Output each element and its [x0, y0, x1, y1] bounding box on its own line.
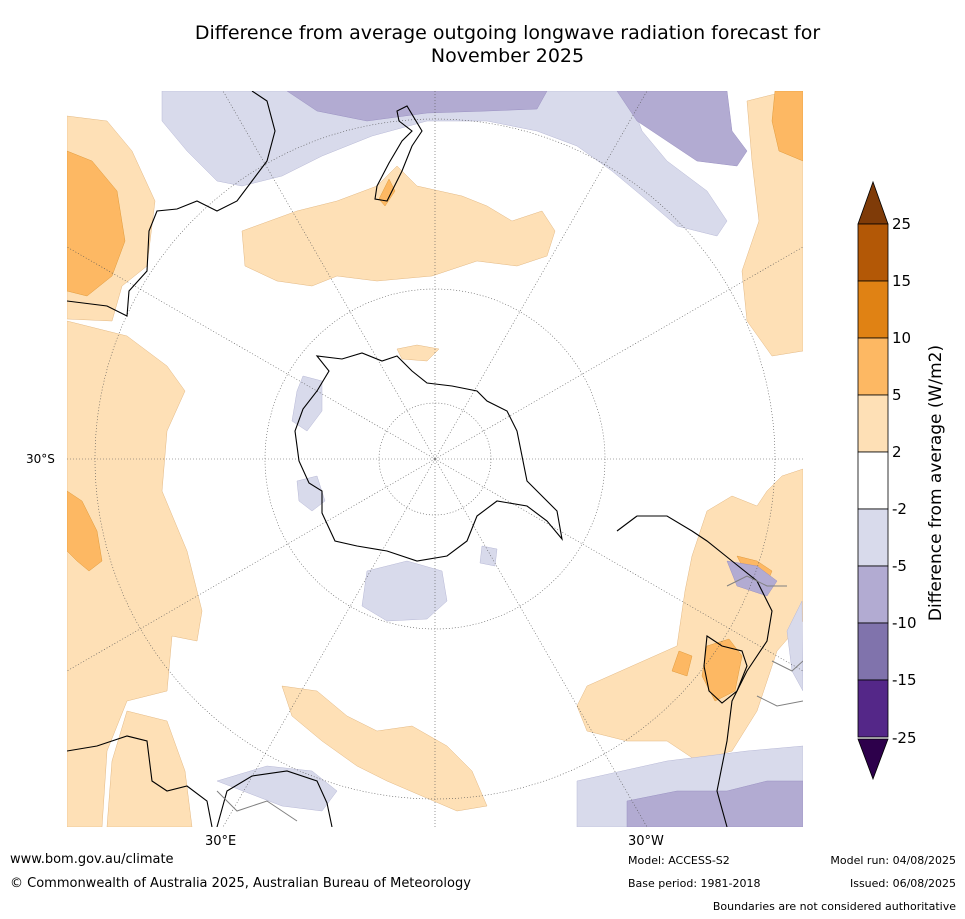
colorbar-band-m25-m15 — [857, 679, 889, 738]
colorbar-band-m10-m5 — [857, 565, 889, 624]
colorbar — [857, 180, 889, 781]
anomaly-2-5 — [67, 91, 803, 827]
copyright-text: © Commonwealth of Australia 2025, Austra… — [10, 876, 471, 891]
polar-map — [67, 91, 803, 827]
model-text: Model: ACCESS-S2 — [628, 854, 730, 867]
colorbar-band-m5-m2 — [857, 508, 889, 567]
chart-title: Difference from average outgoing longwav… — [60, 22, 955, 68]
boundaries-note: Boundaries are not considered authoritat… — [712, 900, 956, 913]
title-line-2: November 2025 — [430, 45, 585, 67]
coastlines — [67, 91, 773, 827]
issued-text: Issued: 06/08/2025 — [849, 877, 956, 890]
lon-label-30e: 30°E — [205, 834, 237, 849]
colorbar-band-10-15 — [857, 280, 889, 339]
colorbar-band-m2-2 — [857, 451, 889, 510]
colorbar-band-2-5 — [857, 394, 889, 453]
graticule — [67, 91, 803, 827]
colorbar-tick: -10 — [892, 614, 917, 632]
colorbar-tick: 2 — [892, 443, 902, 461]
base-period-text: Base period: 1981-2018 — [628, 877, 761, 890]
colorbar-tick: -25 — [892, 729, 917, 747]
colorbar-tick: 25 — [892, 215, 912, 233]
colorbar-band-m15-m10 — [857, 622, 889, 681]
colorbar-label: Difference from average (W/m2) — [926, 344, 946, 622]
colorbar-tick: 15 — [892, 272, 912, 290]
anomaly-5-10 — [67, 91, 803, 702]
colorbar-tick: -2 — [892, 500, 907, 518]
colorbar-tick: 10 — [892, 329, 912, 347]
map-svg — [67, 91, 803, 827]
colorbar-band-15-25 — [857, 223, 889, 282]
boundaries — [216, 575, 803, 822]
colorbar-tick: 5 — [892, 386, 902, 404]
colorbar-band-5-10 — [857, 337, 889, 396]
anomaly-m10-m5 — [286, 91, 803, 827]
site-link[interactable]: www.bom.gov.au/climate — [10, 852, 174, 867]
colorbar-tick: -5 — [892, 557, 907, 575]
lat-label-30s: 30°S — [26, 452, 55, 466]
model-run-text: Model run: 04/08/2025 — [830, 854, 956, 867]
colorbar-tick: -15 — [892, 671, 917, 689]
colorbar-under-arrow — [857, 738, 889, 781]
colorbar-over-arrow — [857, 180, 889, 225]
lon-label-30w: 30°W — [628, 834, 664, 849]
title-line-1: Difference from average outgoing longwav… — [194, 22, 821, 44]
